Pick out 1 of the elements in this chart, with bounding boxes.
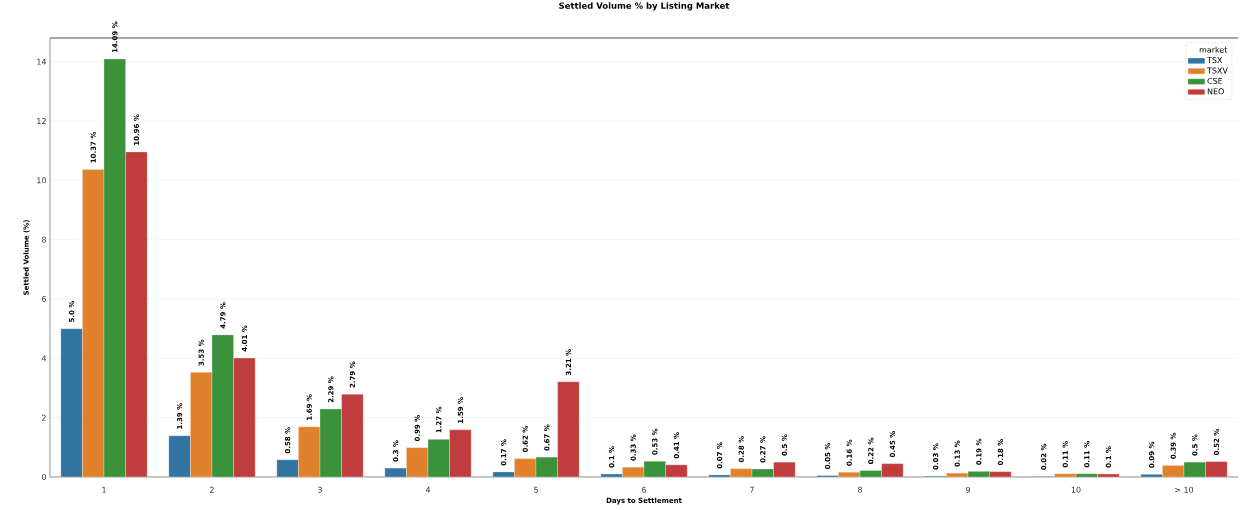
chart-title: Settled Volume % by Listing Market xyxy=(559,2,730,11)
